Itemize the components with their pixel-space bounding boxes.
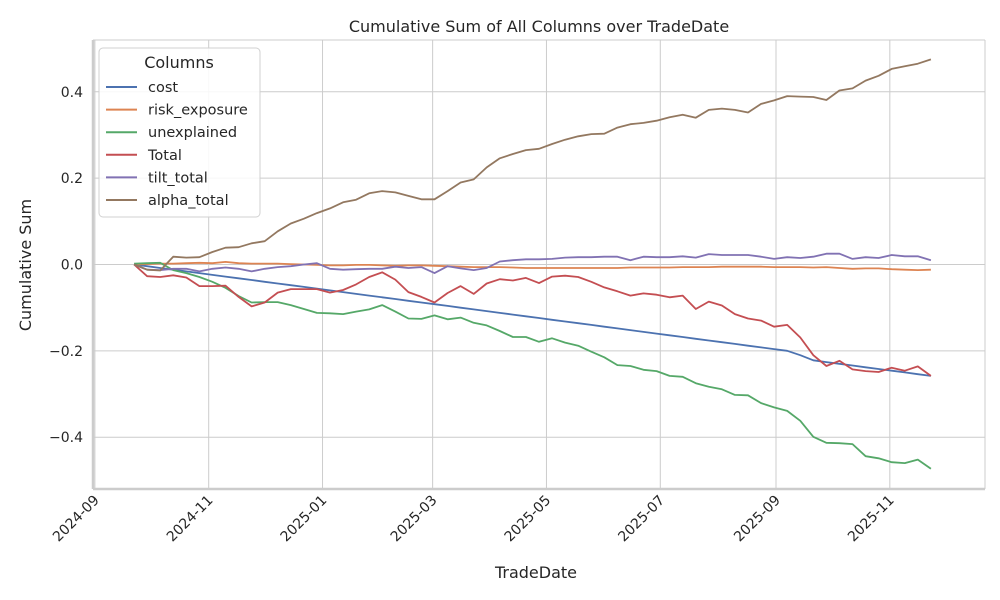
legend-label: alpha_total: [148, 193, 229, 209]
series-line-risk-exposure: [134, 260, 931, 272]
chart-title: Cumulative Sum of All Columns over Trade…: [349, 17, 729, 36]
series-line-alpha-total: [133, 58, 932, 272]
series-line-total: [133, 263, 932, 377]
y-axis-label: Cumulative Sum: [16, 199, 35, 331]
legend-label: cost: [148, 80, 178, 96]
y-tick-label: 0.0: [61, 258, 83, 274]
legend-label: Total: [147, 148, 182, 164]
axes-spines: [91, 39, 986, 491]
y-tick-label: −0.2: [49, 344, 83, 360]
legend-label: unexplained: [148, 125, 237, 141]
x-axis-label: TradeDate: [494, 563, 577, 582]
legend-box: [98, 47, 261, 218]
y-tick-label: 0.4: [61, 85, 83, 101]
series-line-cost: [133, 263, 932, 377]
legend-label: tilt_total: [148, 170, 208, 186]
legend: Columns cost risk_exposure unexplained Tota…: [98, 47, 261, 218]
y-ticks: 0.4 0.2 0.0 −0.2 −0.4: [49, 85, 83, 446]
y-tick-label: −0.4: [49, 430, 83, 446]
legend-label: risk_exposure: [148, 103, 248, 119]
series-line-tilt-total: [133, 252, 932, 275]
series-lines: [133, 58, 932, 470]
series-line-unexplained: [134, 261, 932, 470]
y-tick-label: 0.2: [61, 171, 83, 187]
legend-title: Columns: [144, 53, 214, 72]
